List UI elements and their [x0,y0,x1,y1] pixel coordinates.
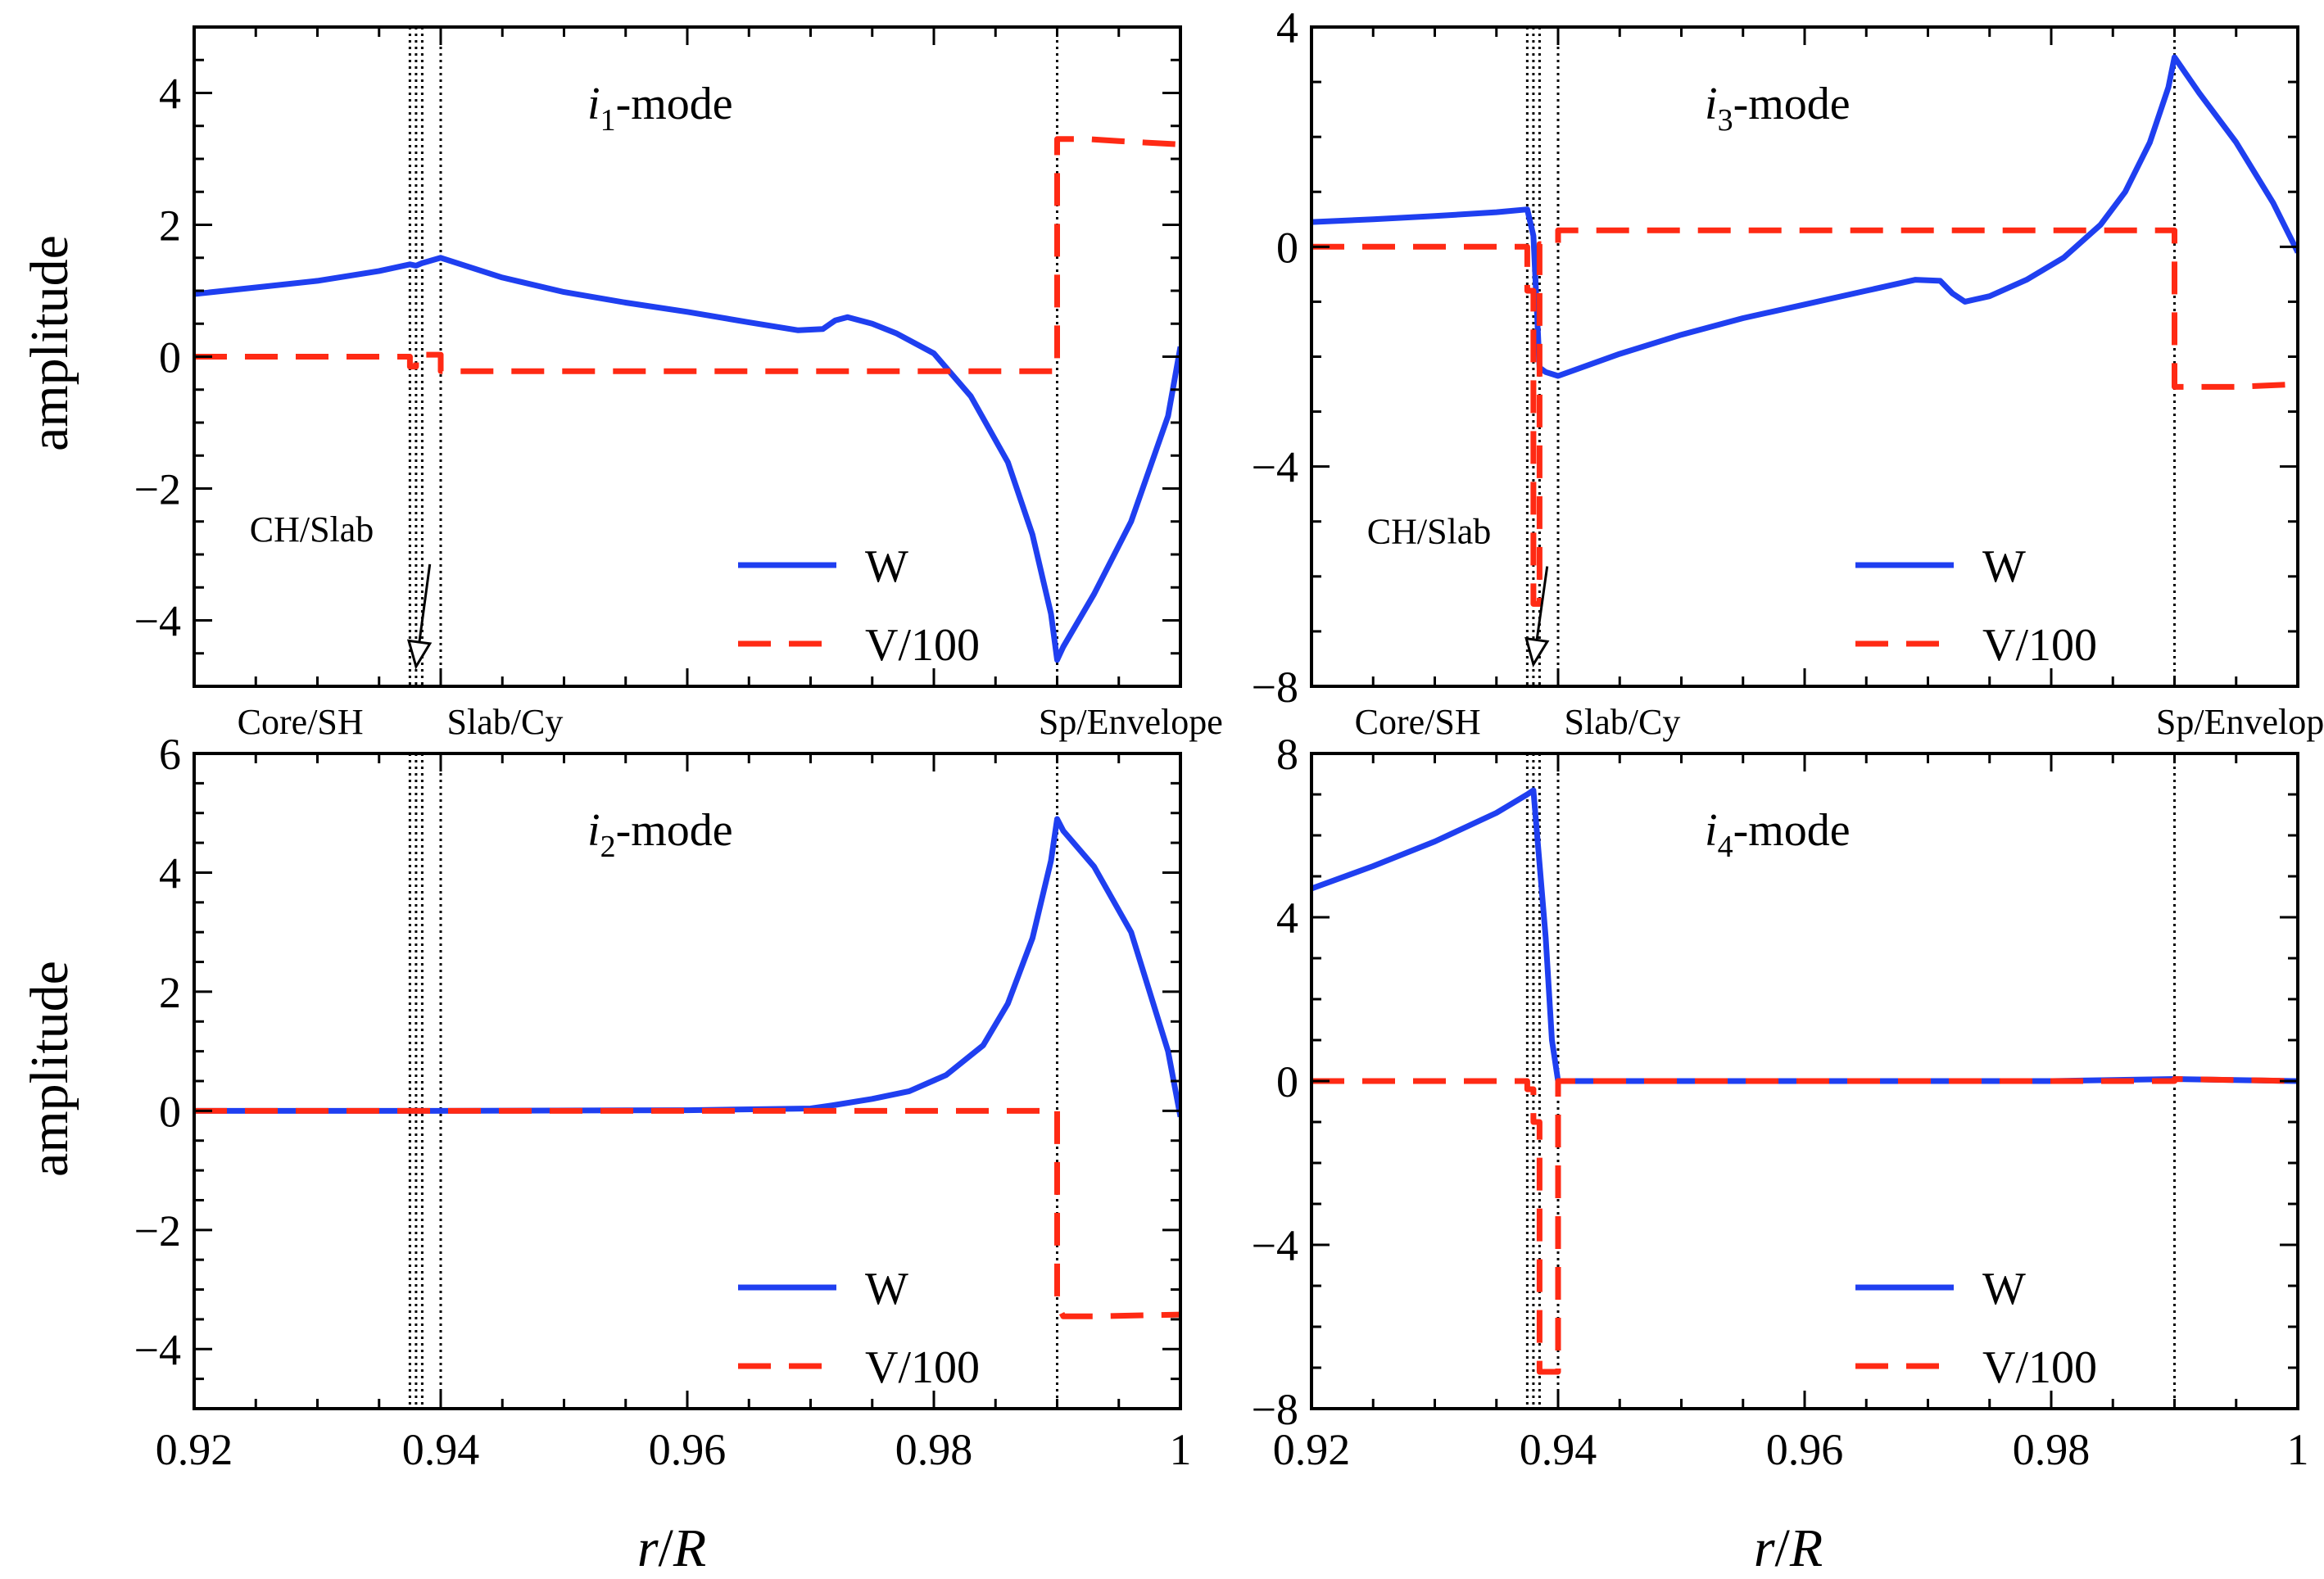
mode-title-suffix: -mode [1733,79,1851,129]
x-tick-label: 0.92 [1273,1425,1351,1474]
y-tick-label: −8 [1252,663,1298,712]
annotation-arrowhead [406,639,433,670]
y-tick-label: 2 [159,201,181,251]
legend-label-W: W [1982,1264,2026,1314]
x-tick-label: 0.98 [2013,1425,2091,1474]
legend-label-V: V/100 [865,620,980,671]
mode-title-letter: i [587,805,600,856]
y-tick-label: 0 [159,333,181,382]
legend: W V/100 [738,541,980,671]
series-line-V [1311,1076,2298,1375]
y-tick-label: −2 [134,465,181,514]
mode-title: i2-mode [587,805,733,864]
x-tick-label: 0.96 [1766,1425,1844,1474]
mode-title-letter: i [1705,805,1718,856]
series-line-V [194,1107,1180,1319]
mode-title-letter: i [1705,79,1718,129]
y-tick-label: 0 [159,1087,181,1136]
xlabel-left: r/R [637,1518,706,1578]
legend-label-V: V/100 [1982,620,2097,671]
mode-title-subscript: 4 [1718,830,1733,864]
x-tick-label: 0.96 [649,1425,727,1474]
legend: W V/100 [1855,541,2097,671]
x-tick-label: 0.94 [1520,1425,1597,1474]
y-tick-label: 4 [1276,894,1298,943]
mode-title-subscript: 1 [600,103,616,138]
legend-label-V: V/100 [1982,1342,2097,1393]
x-tick-label: 1 [1170,1425,1192,1474]
annotation-label: CH/Slab [1367,512,1492,552]
mode-title-subscript: 3 [1718,103,1733,138]
annotation-arrowhead [1524,636,1550,667]
legend-label-W: W [1982,541,2026,592]
region-label: Core/SH [238,702,364,742]
mode-title: i3-mode [1705,79,1851,138]
x-tick-label: 0.94 [402,1425,480,1474]
y-tick-label: −4 [1252,1221,1298,1270]
series-line-W [194,255,1180,663]
mode-title-suffix: -mode [1733,805,1851,856]
ylabel-bottom: amplitude [20,961,79,1177]
x-tick-label: 0.98 [895,1425,973,1474]
series-line-W [194,816,1180,1118]
y-tick-label: 0 [1276,1057,1298,1106]
y-tick-label: 4 [159,848,181,898]
region-label: Sp/Envelope [1039,702,1223,742]
x-tick-label: 0.92 [156,1425,233,1474]
region-label: Core/SH [1355,702,1481,742]
y-tick-label: −4 [1252,443,1298,492]
y-tick-label: −4 [134,1325,181,1374]
panel-i1-mode: −4 −2 0 2 4 i1-mode Core/SH Slab/Cy Sp/Envelope C… [134,25,1223,742]
y-tick-label: 2 [159,968,181,1017]
legend-label-W: W [865,1264,908,1314]
y-tick-label: 6 [159,730,181,779]
region-label: Sp/Envelope [2156,702,2324,742]
y-tick-label: −4 [134,597,181,646]
mode-title: i1-mode [587,79,733,138]
ylabel-top: amplitude [20,235,79,451]
legend: W V/100 [738,1264,980,1393]
region-label: Slab/Cy [447,702,564,742]
y-tick-label: 8 [1276,730,1298,779]
y-tick-label: 4 [159,70,181,119]
legend-label-W: W [865,541,908,592]
mode-title-letter: i [587,79,600,129]
mode-title-suffix: -mode [616,79,733,129]
series-line-W [1311,54,2298,379]
panel-i3-mode: −8 −4 0 4 i3-mode Core/SH Slab/Cy Sp/Envelope CH… [1252,3,2324,742]
legend: W V/100 [1855,1264,2097,1393]
y-tick-label: 4 [1276,3,1298,52]
y-tick-label: 0 [1276,223,1298,272]
series-line-V [1311,227,2298,607]
legend-label-V: V/100 [865,1342,980,1393]
mode-title: i4-mode [1705,805,1851,864]
x-tick-label: 1 [2287,1425,2309,1474]
series-line-V [194,136,1180,374]
y-tick-label: −8 [1252,1385,1298,1434]
region-label: Slab/Cy [1565,702,1681,742]
xlabel-right: r/R [1754,1518,1823,1578]
annotation-label: CH/Slab [250,509,374,550]
y-tick-label: −2 [134,1206,181,1256]
mode-title-suffix: -mode [616,805,733,856]
mode-title-subscript: 2 [600,830,616,864]
